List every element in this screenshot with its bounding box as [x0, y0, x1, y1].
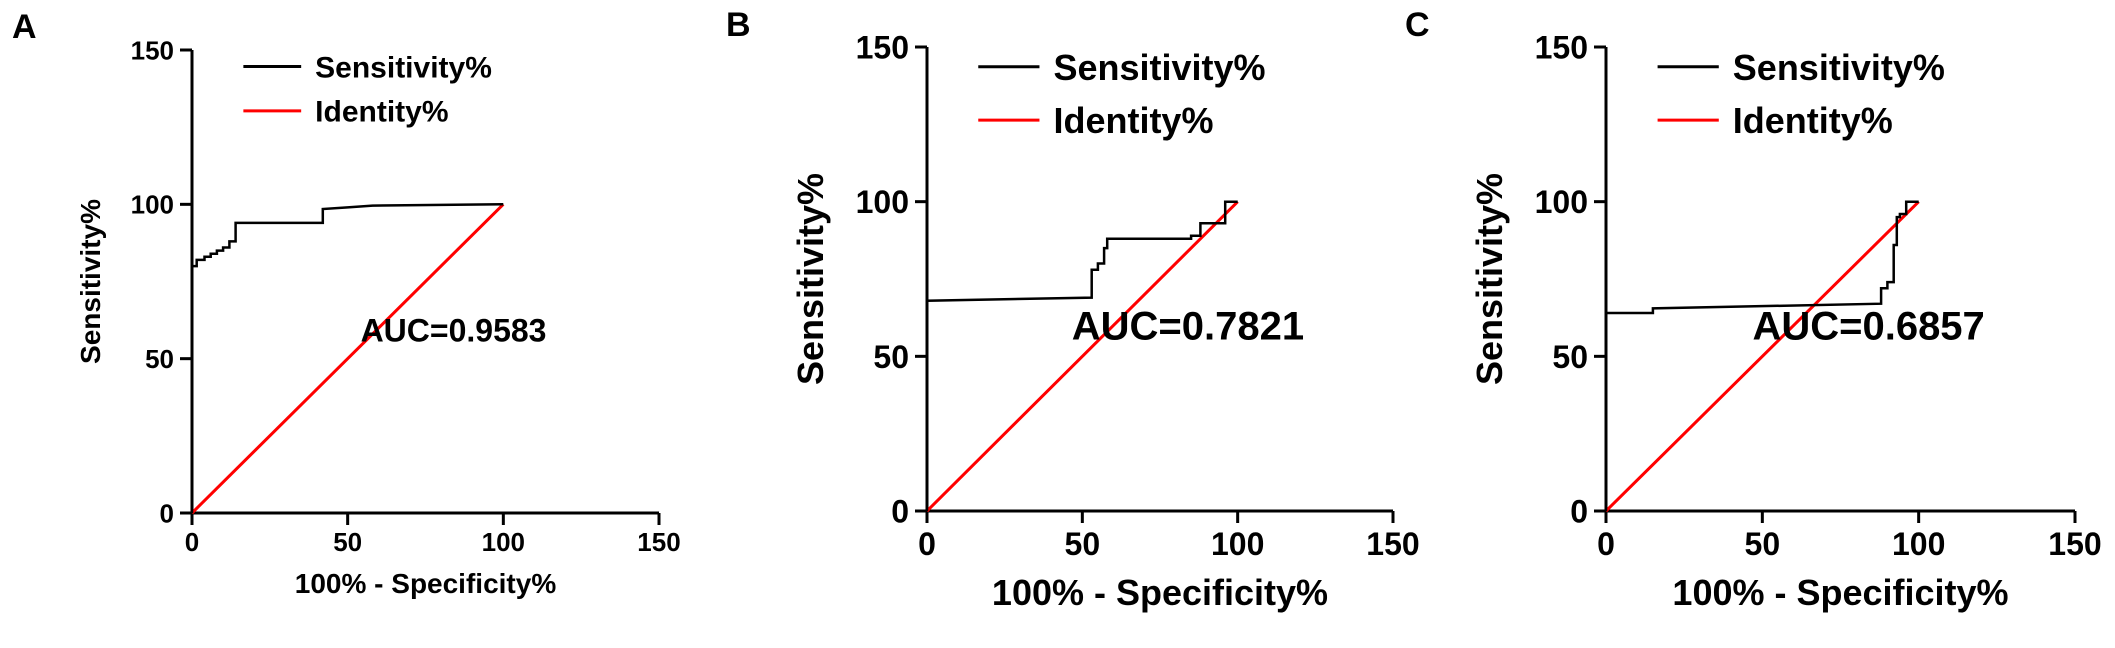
- x-tick-label: 50: [1065, 526, 1101, 562]
- y-tick-label: 150: [856, 30, 909, 66]
- legend-sensitivity-label: Sensitivity%: [1733, 47, 1945, 88]
- legend-sensitivity-label: Sensitivity%: [315, 51, 492, 84]
- x-tick-label: 150: [2048, 526, 2101, 562]
- auc-annotation: AUC=0.6857: [1752, 304, 1984, 348]
- sensitivity-curve: [925, 200, 1238, 511]
- panel-label: A: [12, 8, 37, 46]
- identity-line: [925, 200, 1239, 513]
- roc-panel-c: C 0 50 100 150 0 50 100 150 100% - Specificity% Se…: [1405, 6, 2102, 613]
- x-tick-label: 0: [1597, 526, 1615, 562]
- y-tick-label: 0: [160, 498, 174, 528]
- y-tick-label: 0: [891, 494, 909, 530]
- x-tick-label: 50: [333, 527, 362, 557]
- x-tick-label: 100: [1211, 526, 1264, 562]
- auc-annotation: AUC=0.7821: [1072, 304, 1304, 348]
- y-tick-label: 50: [145, 344, 174, 374]
- roc-panel-b: B 0 50 100 150 0 50 100 150 100% - Specificity% Se…: [726, 6, 1420, 613]
- y-axis-title: Sensitivity%: [1469, 173, 1510, 385]
- legend-identity-label: Identity%: [1733, 100, 1893, 141]
- x-axis-title: 100% - Specificity%: [1672, 572, 2008, 613]
- panel-label: C: [1405, 6, 1430, 44]
- identity-line: [190, 203, 505, 515]
- y-tick-label: 50: [1552, 339, 1588, 375]
- auc-annotation: AUC=0.9583: [361, 313, 547, 349]
- roc-panel-a: A 0 50 100 150 0 50 100 150 100% - Specificity% Se…: [12, 8, 681, 599]
- x-tick-label: 0: [918, 526, 936, 562]
- identity-line: [1604, 200, 1920, 513]
- x-tick-label: 100: [482, 527, 525, 557]
- legend-sensitivity-label: Sensitivity%: [1053, 47, 1265, 88]
- y-tick-label: 100: [1535, 184, 1588, 220]
- y-tick-label: 100: [856, 184, 909, 220]
- legend-identity-label: Identity%: [1053, 100, 1213, 141]
- x-tick-label: 100: [1892, 526, 1945, 562]
- x-axis-title: 100% - Specificity%: [295, 568, 557, 599]
- y-tick-label: 0: [1570, 494, 1588, 530]
- y-tick-label: 150: [131, 35, 174, 65]
- x-axis-title: 100% - Specificity%: [992, 572, 1328, 613]
- legend-identity-label: Identity%: [315, 96, 448, 129]
- y-tick-label: 50: [873, 339, 909, 375]
- x-tick-label: 150: [1366, 526, 1419, 562]
- sensitivity-curve: [190, 203, 504, 513]
- x-tick-label: 150: [637, 527, 680, 557]
- sensitivity-curve: [1604, 200, 1919, 511]
- y-axis-title: Sensitivity%: [75, 199, 106, 364]
- y-axis-title: Sensitivity%: [790, 173, 831, 385]
- panel-label: B: [726, 6, 751, 44]
- y-tick-label: 150: [1535, 30, 1588, 66]
- x-tick-label: 0: [185, 527, 199, 557]
- x-tick-label: 50: [1745, 526, 1781, 562]
- y-tick-label: 100: [131, 190, 174, 220]
